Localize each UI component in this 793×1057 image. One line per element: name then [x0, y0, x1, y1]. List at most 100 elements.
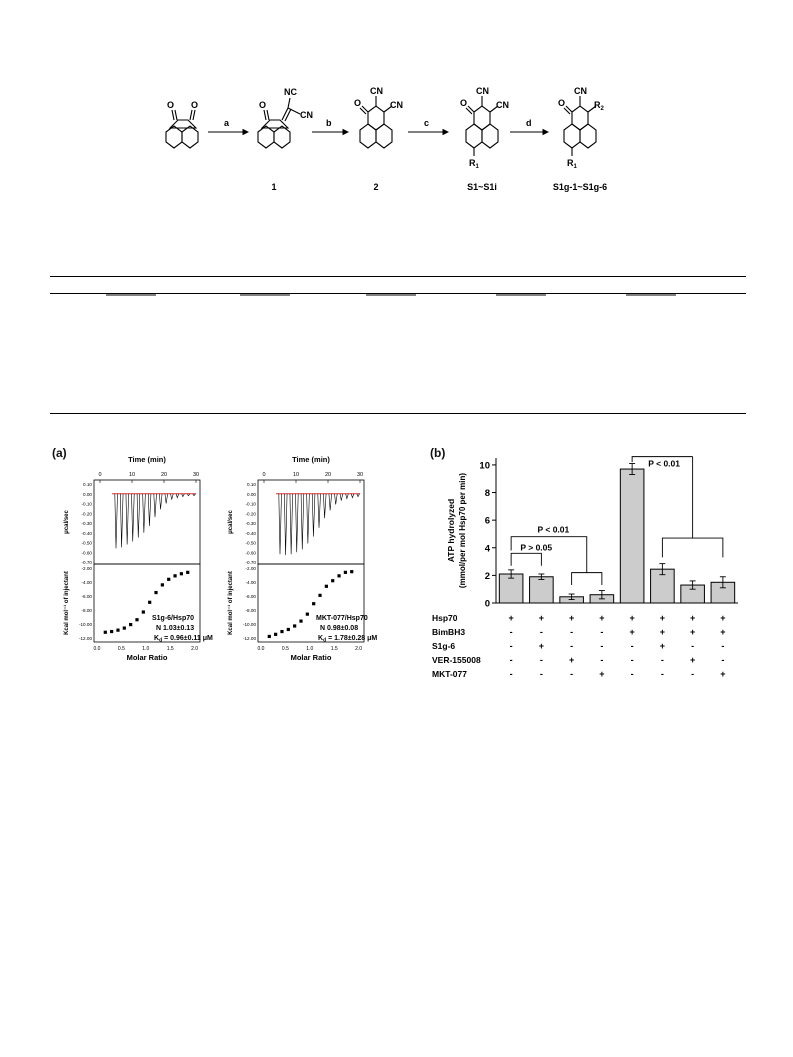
kd-label: Kd = 0.96±0.11 μM [154, 635, 213, 644]
isotherm-point [343, 570, 347, 574]
condition-sign: - [631, 655, 634, 665]
enthalpy-tick-label: -10.00 [243, 622, 256, 627]
synthesis-scheme: O O a O NC CN b O CN CN c [165, 86, 607, 192]
injection-peak [334, 493, 338, 505]
injection-peak [181, 493, 185, 498]
isotherm-point [331, 579, 335, 583]
oxygen-atom: O [191, 100, 198, 110]
isotherm-point [299, 619, 303, 623]
enthalpy-axis-label: Kcal mol⁻¹ of injectant [227, 571, 234, 635]
stoichiometry-label: N 0.98±0.08 [320, 625, 358, 632]
structure-compound-2: O CN CN [354, 86, 403, 149]
condition-sign: + [539, 641, 544, 651]
significance-bracket [510, 536, 588, 557]
condition-sign: + [660, 613, 665, 623]
injection-peak [164, 493, 168, 504]
isotherm-point [110, 629, 114, 634]
time-tick-label: 0 [262, 472, 265, 478]
time-tick-label: 10 [293, 472, 299, 478]
injection-peak [175, 493, 180, 499]
condition-sign: + [690, 655, 695, 665]
isotherm-frame [93, 563, 201, 643]
ratio-axis-label: Molar Ratio [291, 653, 332, 662]
condition-sign: + [629, 627, 634, 637]
thermogram-frame [93, 479, 201, 565]
condition-sign: - [540, 669, 543, 679]
time-tick-label: 30 [193, 472, 199, 478]
condition-sign: - [661, 655, 664, 665]
step-label-a: a [224, 118, 230, 128]
enthalpy-tick-label: -4.00 [82, 580, 93, 585]
condition-label: S1g-6 [432, 641, 455, 651]
compound-label-2: 2 [373, 182, 378, 192]
power-tick-label: -0.30 [246, 521, 257, 526]
injection-peak [323, 493, 327, 519]
injection-peak [300, 493, 305, 550]
isotherm-point [274, 632, 278, 636]
significance-label: P < 0.01 [648, 459, 680, 469]
condition-sign: - [691, 641, 694, 651]
enthalpy-tick-label: -8.00 [246, 608, 257, 613]
y-tick-label: 6 [485, 516, 490, 527]
cyano-label: CN [390, 100, 403, 110]
condition-sign: - [691, 669, 694, 679]
cyano-label: CN [370, 86, 383, 96]
isocyano-label: NC [284, 87, 297, 97]
injection-peak [142, 493, 146, 533]
condition-sign: + [629, 613, 634, 623]
condition-sign: + [720, 613, 725, 623]
time-tick-label: 30 [357, 472, 363, 478]
y-tick-label: 8 [485, 488, 490, 499]
oxygen-atom: O [354, 98, 361, 108]
significance-bracket [631, 456, 693, 463]
stoichiometry-label: N 1.03±0.13 [156, 625, 194, 632]
injection-peak [131, 493, 135, 542]
isotherm-point [267, 634, 271, 639]
ratio-tick-label: 2.0 [355, 646, 362, 652]
ratio-tick-label: 0.5 [118, 646, 125, 652]
compound-label-1: 1 [271, 182, 276, 192]
isotherm-point [160, 583, 164, 587]
power-tick-label: 0.00 [247, 492, 256, 497]
panel-a-label: (a) [52, 446, 67, 460]
condition-sign: + [660, 627, 665, 637]
ratio-tick-label: 0.5 [282, 646, 289, 652]
enthalpy-tick-label: -2.00 [82, 566, 93, 571]
bar [619, 468, 645, 604]
isotherm-point [280, 629, 284, 634]
power-tick-label: 0.10 [247, 482, 256, 487]
enthalpy-axis-label: Kcal mol⁻¹ of injectant [63, 571, 70, 635]
isotherm-point [350, 570, 354, 574]
atpase-bar-chart: 0 2 4 6 8 10 ATP hydrolyzed (mmol/per mol Hsp70… [432, 456, 738, 679]
power-tick-label: -0.40 [82, 531, 93, 536]
injection-peak [350, 493, 355, 499]
time-tick-label: 10 [129, 472, 135, 478]
kd-label: Kd = 1.78±0.28 μM [318, 635, 377, 644]
condition-sign: - [540, 627, 543, 637]
compound-label-s1: S1~S1i [467, 182, 497, 192]
step-label-d: d [526, 118, 532, 128]
table-top-rule [50, 276, 746, 277]
power-tick-label: -0.20 [82, 511, 93, 516]
step-label-c: c [424, 118, 429, 128]
structure-compound-1: O NC CN [257, 87, 313, 149]
structure-compound-s1: O CN CN R1 [460, 86, 509, 170]
isotherm-point [312, 602, 316, 606]
significance-label: P < 0.01 [538, 525, 570, 535]
itc-figure: Time (min)0 10 20 300.100.00-0.10-0.20-0.30… [63, 455, 377, 662]
enthalpy-tick-label: -6.00 [82, 594, 93, 599]
isotherm-point [167, 577, 171, 581]
injection-peak [159, 493, 163, 510]
condition-sign: + [660, 641, 665, 651]
power-tick-label: -0.50 [82, 541, 93, 546]
r1-label: R1 [567, 158, 578, 170]
time-tick-label: 0 [98, 472, 101, 478]
injection-peak [295, 493, 299, 553]
binding-pair-label: MKT-077/Hsp70 [316, 615, 368, 622]
isotherm-frame [257, 563, 365, 643]
binding-pair-label: S1g-6/Hsp70 [152, 615, 194, 622]
r1-label: R1 [469, 158, 480, 170]
cyano-label: CN [496, 100, 509, 110]
isotherm-point [305, 612, 309, 616]
injection-peak [356, 493, 360, 498]
